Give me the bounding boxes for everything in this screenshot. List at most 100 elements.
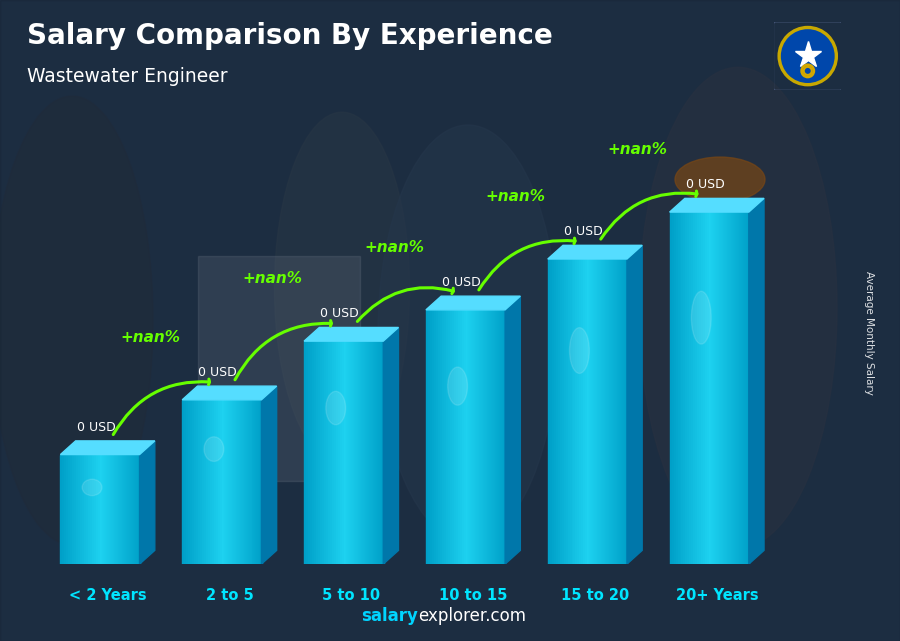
Ellipse shape [204, 437, 224, 462]
Bar [92, 454, 94, 564]
Bar [548, 259, 550, 564]
Bar [560, 259, 562, 564]
Bar [196, 400, 198, 564]
Bar [691, 212, 694, 564]
Bar [671, 212, 674, 564]
Bar [473, 310, 476, 564]
Bar [601, 259, 604, 564]
Text: 5 to 10: 5 to 10 [322, 588, 381, 603]
Bar [324, 341, 326, 564]
Bar [615, 259, 617, 564]
Bar [552, 259, 554, 564]
Bar [379, 341, 382, 564]
Bar [329, 341, 332, 564]
Bar [450, 310, 452, 564]
Text: 15 to 20: 15 to 20 [561, 588, 629, 603]
Bar [84, 454, 86, 564]
Bar [467, 310, 470, 564]
Ellipse shape [447, 367, 467, 405]
Bar [186, 400, 188, 564]
Bar [447, 310, 450, 564]
Text: 0 USD: 0 USD [442, 276, 481, 289]
Bar [472, 310, 473, 564]
Bar [130, 454, 132, 564]
Polygon shape [182, 386, 276, 400]
Bar [457, 310, 460, 564]
Bar [475, 310, 478, 564]
Text: 20+ Years: 20+ Years [676, 588, 758, 603]
Ellipse shape [378, 125, 558, 542]
Bar [241, 400, 244, 564]
Bar [554, 259, 556, 564]
Bar [218, 400, 220, 564]
Bar [214, 400, 216, 564]
Bar [573, 259, 576, 564]
Bar [244, 400, 246, 564]
Bar [689, 212, 692, 564]
Bar [106, 454, 108, 564]
Bar [493, 310, 496, 564]
Bar [104, 454, 106, 564]
Bar [477, 310, 480, 564]
Text: +nan%: +nan% [364, 240, 424, 255]
Bar [550, 259, 552, 564]
Bar [194, 400, 196, 564]
Bar [372, 341, 374, 564]
Bar [711, 212, 714, 564]
Bar [118, 454, 120, 564]
Bar [224, 400, 226, 564]
Bar [308, 341, 310, 564]
Ellipse shape [639, 67, 837, 548]
Bar [558, 259, 560, 564]
Text: 10 to 15: 10 to 15 [439, 588, 508, 603]
Bar [490, 310, 491, 564]
Bar [349, 341, 352, 564]
Bar [338, 341, 340, 564]
Bar [709, 212, 712, 564]
Bar [202, 400, 204, 564]
Bar [729, 212, 732, 564]
Bar [733, 212, 735, 564]
Bar [588, 259, 590, 564]
Bar [78, 454, 80, 564]
Bar [110, 454, 112, 564]
Bar [434, 310, 436, 564]
Bar [688, 212, 689, 564]
Bar [747, 212, 749, 564]
Bar [367, 341, 370, 564]
Polygon shape [505, 296, 520, 564]
Bar [254, 400, 256, 564]
Bar [128, 454, 130, 564]
Bar [580, 259, 581, 564]
Bar [82, 454, 85, 564]
Bar [591, 259, 594, 564]
Bar [619, 259, 621, 564]
Bar [678, 212, 680, 564]
Text: +nan%: +nan% [242, 271, 302, 287]
Bar [122, 454, 124, 564]
Bar [503, 310, 506, 564]
Bar [578, 259, 580, 564]
Text: 2 to 5: 2 to 5 [205, 588, 253, 603]
Bar [212, 400, 214, 564]
Text: explorer.com: explorer.com [418, 607, 526, 625]
Bar [430, 310, 432, 564]
Bar [570, 259, 572, 564]
Bar [249, 400, 252, 564]
Bar [339, 341, 342, 564]
Text: 0 USD: 0 USD [564, 225, 603, 238]
Bar [102, 454, 104, 564]
Bar [583, 259, 586, 564]
Text: Salary Comparison By Experience: Salary Comparison By Experience [27, 22, 553, 51]
Bar [382, 341, 383, 564]
Bar [314, 341, 316, 564]
Bar [67, 454, 68, 564]
Bar [593, 259, 596, 564]
Bar [182, 400, 184, 564]
Bar [326, 341, 328, 564]
Bar [482, 310, 483, 564]
Bar [108, 454, 110, 564]
Bar [374, 341, 375, 564]
Bar [226, 400, 228, 564]
Bar [259, 400, 262, 564]
